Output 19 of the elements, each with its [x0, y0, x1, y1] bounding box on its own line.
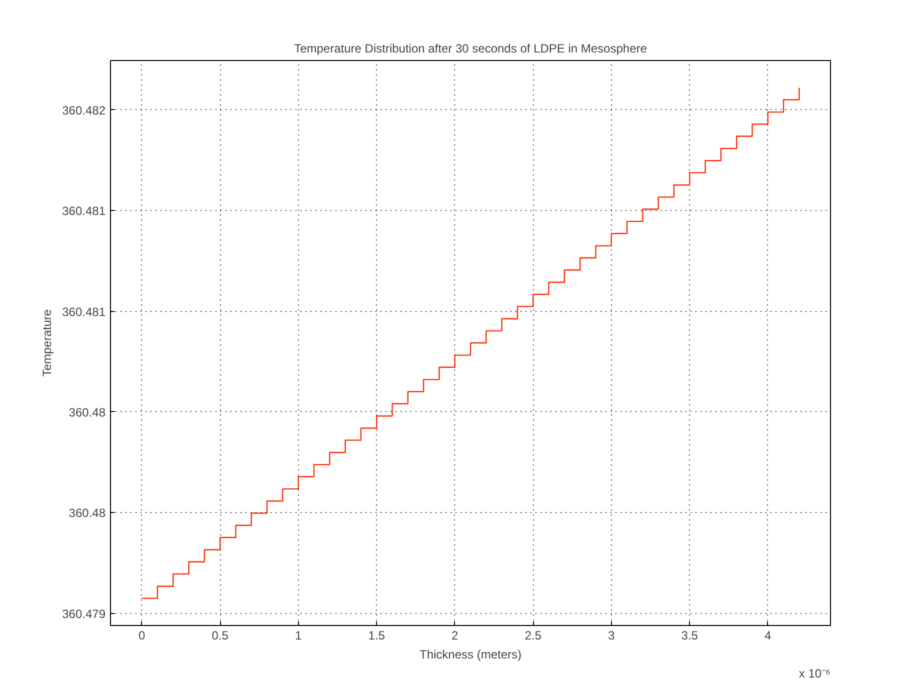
y-tick-label: 360.48 — [68, 405, 106, 420]
y-tick-label: 360.479 — [62, 606, 106, 621]
y-tick-label: 360.48 — [68, 506, 106, 520]
x-tick-label: 0.5 — [212, 628, 229, 642]
x-tick-label: 0 — [138, 628, 146, 642]
x-tick-label: 3.5 — [681, 628, 698, 642]
x-tick-label: 2.5 — [524, 628, 542, 642]
y-tick-label: 360.481 — [62, 304, 106, 319]
y-tick-label: 360.481 — [62, 204, 106, 218]
y-axis-title: Temperature — [40, 308, 54, 377]
text: x 10⁻⁶ — [798, 666, 831, 680]
x-tick-label: 4 — [764, 628, 772, 642]
x-tick-label: 1.5 — [368, 628, 386, 642]
x-axis-title: Thickness (meters) — [419, 648, 522, 662]
x-tick-label: 2 — [452, 628, 459, 642]
x-tick-label: 1 — [294, 628, 302, 642]
chart-title: Temperature Distribution after 30 seconds of LDPE in Mesosphere — [294, 42, 648, 56]
y-tick-label: 360.482 — [62, 103, 106, 118]
x-tick-label: 3 — [608, 628, 616, 642]
